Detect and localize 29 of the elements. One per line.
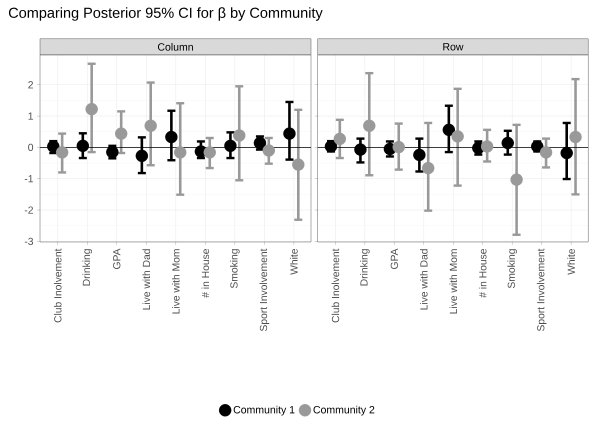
x-tick-label: Drinking	[360, 249, 370, 286]
x-tick-label: Live with Mom	[449, 249, 458, 314]
x-tick-label: Sport Involvement	[260, 248, 270, 332]
x-tick-label: Live with Dad	[142, 249, 150, 310]
x-tick-label: Drinking	[82, 249, 92, 286]
y-tick-label: 0	[28, 144, 34, 152]
x-tick-label: Smoking	[230, 249, 240, 288]
x-tick-label: GPA	[113, 248, 120, 269]
x-tick-label: White	[290, 248, 298, 275]
y-tick-label: -1	[24, 175, 33, 182]
chart-subtitle: Row	[443, 43, 464, 50]
x-tick-label: Club Inolvement	[54, 248, 62, 322]
chart-subtitle: Column	[158, 42, 193, 51]
x-tick-label: GPA	[390, 248, 398, 269]
legend-label: Community 2	[314, 406, 374, 416]
y-tick-label: -3	[24, 238, 34, 245]
y-tick-label: -2	[24, 206, 33, 214]
x-tick-label: Club Inolvement	[332, 248, 340, 322]
y-tick-label: 1	[28, 112, 33, 120]
x-tick-label: # in House	[478, 248, 486, 298]
y-tick-label: 2	[28, 81, 33, 88]
legend-label: Community 1	[234, 406, 294, 416]
x-tick-label: White	[567, 248, 575, 275]
x-tick-label: Live with Mom	[172, 249, 180, 314]
x-tick-label: Live with Dad	[420, 249, 428, 310]
x-tick-label: Smoking	[507, 249, 517, 288]
x-tick-label: Sport Involvement	[536, 248, 546, 332]
chart-title: Comparing Posterior 95% CI for β by Community	[8, 7, 323, 21]
x-tick-label: # in House	[202, 248, 210, 298]
